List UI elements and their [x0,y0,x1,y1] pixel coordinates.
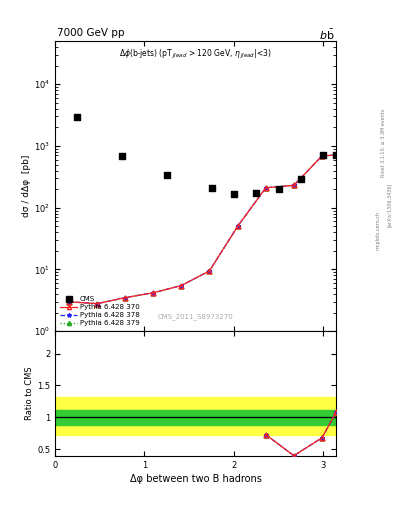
Text: $\Delta\phi$(b-jets) (pT$_{\,Jlead}$ > 120 GeV, $\eta_{\,Jlead}$|<3): $\Delta\phi$(b-jets) (pT$_{\,Jlead}$ > 1… [119,48,272,61]
X-axis label: Δφ between two B hadrons: Δφ between two B hadrons [130,474,261,484]
Text: 7000 GeV pp: 7000 GeV pp [57,28,125,38]
Text: CMS_2011_S8973270: CMS_2011_S8973270 [158,313,233,319]
Y-axis label: dσ / dΔφ  [pb]: dσ / dΔφ [pb] [22,155,31,217]
Point [208,184,215,192]
Y-axis label: Ratio to CMS: Ratio to CMS [25,367,34,420]
Point [163,171,170,179]
Point [231,190,237,198]
Text: b$\bar{\rm b}$: b$\bar{\rm b}$ [320,28,335,42]
Point [119,152,125,160]
Text: Rivet 3.1.10, ≥ 3.3M events: Rivet 3.1.10, ≥ 3.3M events [381,109,386,178]
Point [333,152,339,160]
Text: [arXiv:1306.3436]: [arXiv:1306.3436] [387,183,391,227]
Point [320,152,327,160]
Point [253,188,259,197]
Point [74,113,81,121]
Text: mcplots.cern.ch: mcplots.cern.ch [376,211,381,250]
Legend: CMS, Pythia 6.428 370, Pythia 6.428 378, Pythia 6.428 379: CMS, Pythia 6.428 370, Pythia 6.428 378,… [59,295,141,328]
Point [275,185,282,193]
Point [298,175,304,183]
